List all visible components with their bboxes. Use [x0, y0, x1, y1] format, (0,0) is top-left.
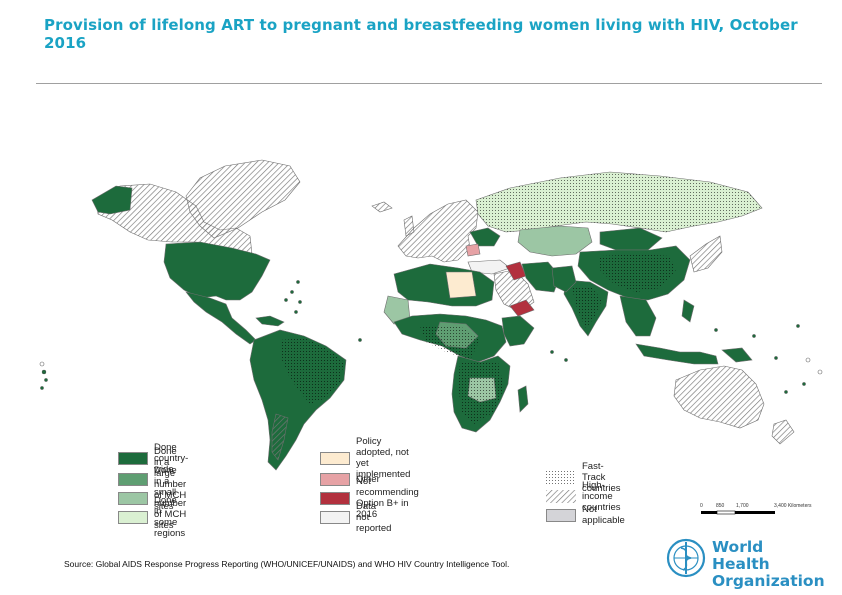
scale-bar: 0 850 1,700 3,400 Kilometers	[700, 503, 824, 523]
legend-swatch	[546, 508, 576, 522]
region-india-dots	[572, 288, 602, 328]
legend-swatch	[320, 510, 350, 524]
legend-item-data-not-reported: Data not reported	[320, 501, 391, 534]
region-mongolia	[599, 227, 663, 251]
region-australia	[673, 365, 765, 429]
region-horn-of-africa	[501, 315, 535, 347]
region-other-eu	[465, 243, 481, 257]
region-madagascar	[517, 385, 529, 413]
region-kazakhstan	[517, 225, 593, 257]
legend-label: Done in some regions	[154, 495, 186, 539]
legend-item-done-country-wide: Done country-wide	[118, 442, 188, 475]
legend-item-fast-track: Fast-Track countries	[546, 461, 621, 494]
legend-label: Done in a small number of MCH sites	[154, 465, 187, 531]
who-emblem-icon	[666, 538, 706, 578]
legend-swatch	[118, 510, 148, 524]
legend-swatch	[320, 451, 350, 465]
legend-label: High-income countries	[582, 479, 621, 513]
region-southern-cone	[271, 413, 289, 461]
who-wordmark: World Health Organization	[712, 539, 825, 590]
scale-tick-label: 0	[700, 503, 703, 509]
legend-swatch	[118, 472, 148, 486]
small-island-markers	[40, 280, 806, 394]
region-mexico	[185, 291, 257, 345]
legend-swatch	[118, 491, 148, 505]
region-ukraine	[469, 227, 501, 247]
legend-item-done-small: Done in a small number of MCH sites	[118, 465, 186, 531]
hatch-pattern-swatch	[546, 489, 576, 503]
legend-swatch	[118, 451, 148, 465]
page-title: Provision of lifelong ART to pregnant an…	[44, 16, 798, 52]
region-libya	[445, 271, 477, 299]
region-iceland	[371, 201, 393, 213]
who-wordmark-line1: World Health	[712, 538, 770, 573]
scale-tick-label: 850	[716, 503, 725, 509]
region-indonesia	[635, 343, 719, 365]
legend-item-done-regions: Done in some regions	[118, 495, 185, 539]
region-se-asia	[619, 295, 657, 337]
region-iran	[521, 261, 561, 293]
scale-tick-label: 1,700	[736, 503, 749, 509]
legend-item-policy-adopted: Policy adopted, not yet implemented	[320, 436, 410, 480]
legend-label: Not applicable	[582, 504, 625, 526]
legend-item-not-recommending: Not recommending Option B+ in 2016	[320, 476, 419, 520]
region-new-zealand	[771, 419, 795, 445]
source-note: Source: Global AIDS Response Progress Re…	[64, 559, 510, 569]
region-caribbean	[255, 315, 285, 327]
scale-bar-graphic	[701, 510, 775, 515]
region-png	[721, 347, 753, 363]
region-philippines	[681, 299, 695, 323]
legend-label: Done in a large number of MCH sites	[154, 446, 187, 512]
who-logo: World Health Organization	[664, 536, 825, 590]
legend-label: Other	[356, 473, 380, 485]
region-uk	[403, 215, 415, 237]
legend-label: Done country-wide	[154, 441, 189, 475]
region-usa	[163, 241, 271, 301]
region-africa-dots	[420, 326, 480, 360]
legend-swatch	[320, 491, 350, 505]
small-island-outlines	[39, 357, 823, 375]
region-europe	[397, 199, 479, 263]
title-divider	[36, 83, 822, 84]
region-korea-japan	[689, 235, 723, 273]
legend-item-done-large: Done in a large number of MCH sites	[118, 446, 186, 512]
legend-label: Data not reported	[356, 500, 392, 534]
scale-tick-label: 3,400 Kilometers	[774, 503, 812, 509]
region-alaska	[91, 185, 133, 215]
region-china-dots	[600, 254, 676, 292]
legend-label: Fast-Track countries	[582, 460, 621, 494]
legend-label: Not recommending Option B+ in 2016	[356, 476, 419, 520]
legend-label: Policy adopted, not yet implemented	[356, 436, 411, 480]
region-se-africa-dots	[458, 362, 504, 424]
legend-swatch	[320, 472, 350, 486]
dots-pattern-swatch	[546, 470, 576, 484]
region-russia-dots	[476, 172, 762, 232]
legend-item-other: Other	[320, 471, 380, 487]
legend-item-not-applicable: Not applicable	[546, 504, 625, 526]
who-wordmark-line2: Organization	[712, 572, 825, 590]
legend-item-high-income: High-income countries	[546, 480, 621, 513]
region-pakistan	[551, 265, 577, 293]
region-yemen-nr	[509, 299, 535, 317]
region-brazil-dots	[280, 338, 344, 404]
